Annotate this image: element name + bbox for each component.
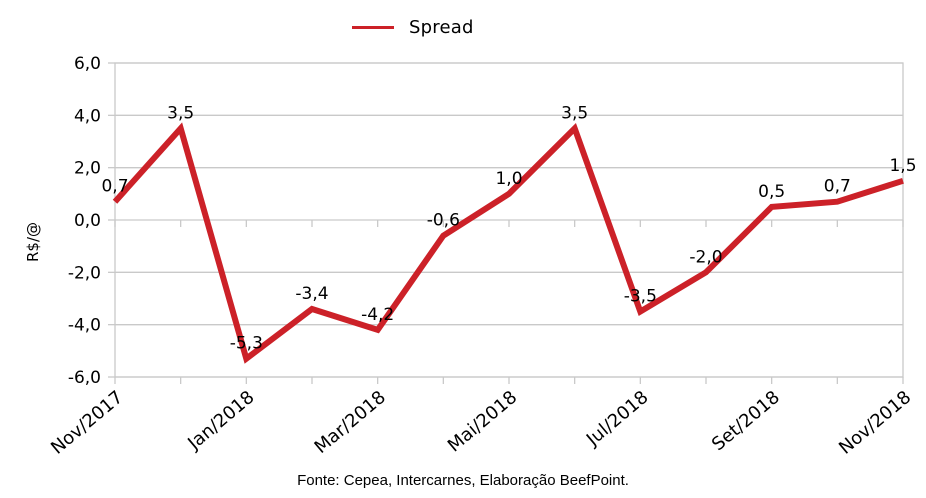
data-label: 3,5	[561, 103, 588, 123]
legend-line-swatch	[352, 25, 394, 29]
x-tick-label: Jan/2018	[183, 387, 258, 455]
data-label: 3,5	[167, 103, 194, 123]
data-label: 1,5	[889, 156, 916, 176]
y-tick-label: -4,0	[68, 316, 101, 336]
data-label: -5,3	[230, 334, 263, 354]
x-tick-label: Jul/2018	[582, 387, 653, 451]
data-label: 0,7	[101, 177, 128, 197]
source-note: Fonte: Cepea, Intercarnes, Elaboração Be…	[297, 472, 629, 489]
data-label: -0,6	[427, 211, 460, 231]
y-tick-label: -6,0	[68, 368, 101, 388]
data-label: 0,7	[824, 177, 851, 197]
x-tick-label: Mar/2018	[311, 387, 390, 458]
data-label: -3,4	[295, 284, 328, 304]
data-label: 0,5	[758, 182, 785, 202]
legend: Spread	[352, 14, 474, 40]
y-tick-label: 4,0	[74, 106, 101, 126]
y-tick-label: -2,0	[68, 263, 101, 283]
x-tick-label: Nov/2018	[835, 387, 915, 459]
y-axis-title: R$/@	[24, 222, 42, 262]
data-label: 1,0	[495, 169, 522, 189]
data-label: -2,0	[689, 247, 722, 267]
x-tick-label: Set/2018	[708, 387, 784, 455]
y-tick-label: 2,0	[74, 159, 101, 179]
data-label: -4,2	[361, 305, 394, 325]
x-tick-label: Nov/2017	[47, 387, 127, 459]
y-tick-label: 6,0	[74, 54, 101, 74]
y-tick-label: 0,0	[74, 211, 101, 231]
legend-label: Spread	[409, 16, 474, 38]
data-label: -3,5	[624, 287, 657, 307]
series-line-spread	[112, 122, 904, 364]
x-tick-label: Mai/2018	[444, 387, 521, 457]
